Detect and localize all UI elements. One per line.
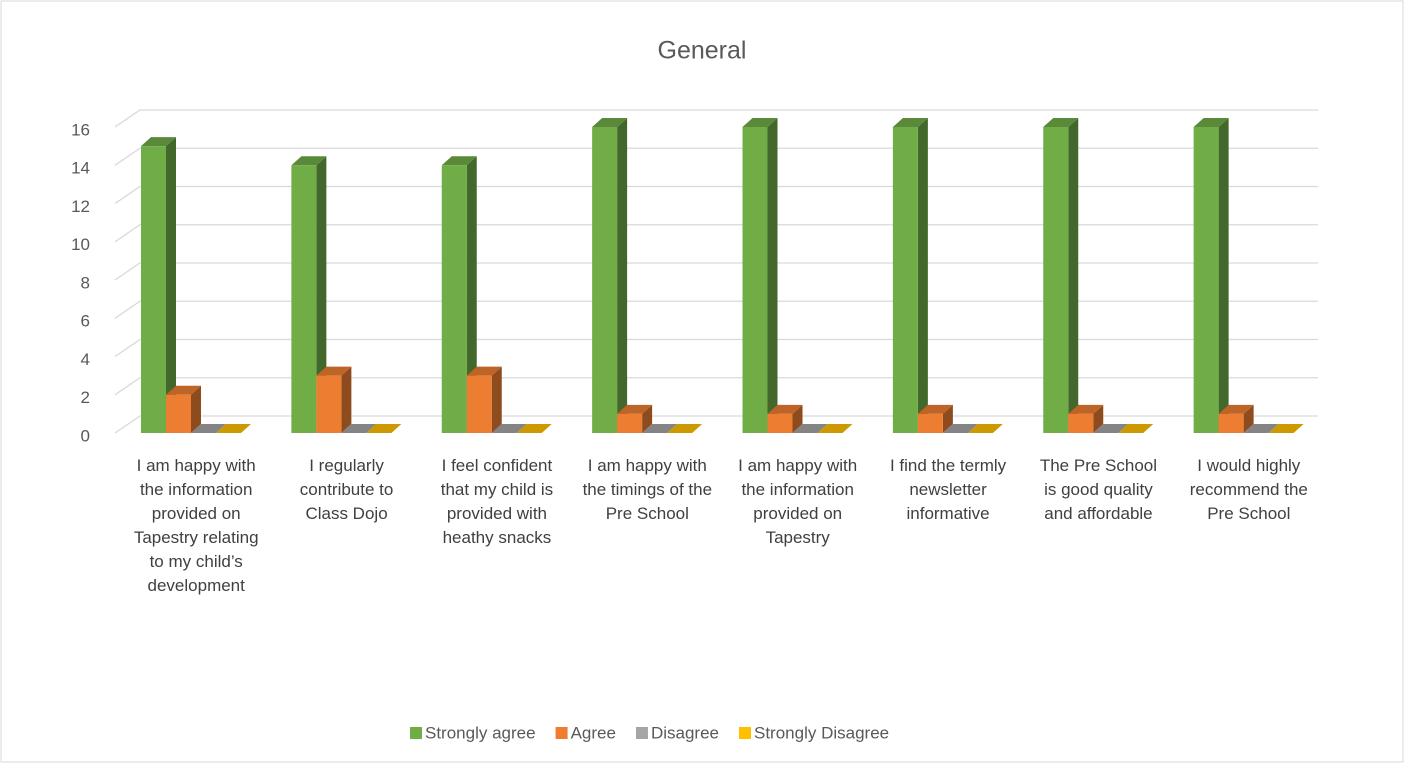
legend-label: Strongly agree — [425, 723, 536, 742]
bar-top — [592, 118, 628, 127]
bar-top — [917, 404, 953, 414]
bar-top — [466, 366, 502, 376]
bar-top — [1268, 424, 1304, 433]
bar-side — [767, 118, 778, 433]
bar-top — [1118, 424, 1154, 433]
bar-side — [316, 156, 327, 433]
x-tick-label: I am happy with the information provided… — [738, 456, 858, 547]
legend-swatch — [555, 727, 568, 739]
y-tick-label: 10 — [71, 235, 90, 254]
bar-side — [917, 118, 928, 433]
y-tick-label: 12 — [71, 197, 90, 216]
bar-top — [141, 137, 176, 147]
bar — [617, 413, 643, 433]
bar-top — [817, 424, 853, 433]
bar-side — [1068, 118, 1079, 433]
bar — [917, 413, 943, 433]
x-tick-label: I feel confident that my child is provid… — [440, 456, 554, 547]
bar-top — [1068, 404, 1104, 414]
y-tick-label: 4 — [81, 350, 90, 369]
legend-label: Strongly Disagree — [754, 723, 889, 742]
bar-top — [366, 424, 402, 433]
bar-top — [792, 424, 828, 433]
legend-swatch — [739, 727, 751, 739]
y-tick-label: 16 — [71, 120, 90, 139]
bar — [466, 375, 492, 433]
bar-top — [316, 366, 352, 376]
bar-side — [642, 404, 653, 433]
legend-label: Disagree — [651, 723, 719, 742]
bar-side — [1093, 404, 1104, 433]
bar-side — [466, 156, 477, 433]
x-tick-label: I am happy with the timings of the Pre S… — [582, 456, 713, 523]
legend-swatch — [635, 727, 648, 739]
x-tick-label: The Pre School is good quality and affor… — [1039, 456, 1158, 523]
bar-top — [967, 424, 1003, 433]
bar — [166, 394, 191, 433]
bar-top — [191, 424, 226, 433]
bar — [441, 165, 467, 433]
bar-side — [491, 366, 502, 433]
bar-side — [942, 404, 953, 433]
bar-top — [441, 156, 477, 166]
bar-side — [341, 366, 352, 433]
bar — [592, 127, 618, 433]
bar — [1218, 413, 1244, 433]
bar-top — [1243, 424, 1279, 433]
x-tick-label: I am happy with the information provided… — [133, 456, 259, 595]
legend-label: Agree — [571, 723, 616, 742]
bar — [1043, 127, 1069, 433]
bar-top — [617, 404, 653, 414]
bar — [742, 127, 768, 433]
bar-top — [642, 424, 678, 433]
bar-top — [341, 424, 377, 433]
bar-top — [892, 118, 928, 127]
bar-side — [1218, 118, 1229, 433]
bar — [767, 413, 793, 433]
y-tick-label: 14 — [71, 159, 90, 178]
y-tick-label: 0 — [81, 426, 90, 445]
bar-top — [667, 424, 703, 433]
bar — [892, 127, 918, 433]
y-tick-label: 6 — [81, 312, 90, 331]
chart-title: General — [658, 37, 747, 65]
x-tick-label: I find the termly newsletter informative — [889, 456, 1007, 523]
x-tick-label: I would highly recommend the Pre School — [1189, 456, 1308, 523]
bar-side — [1243, 404, 1254, 433]
bar-top — [1093, 424, 1129, 433]
bar — [141, 146, 166, 433]
bar-top — [166, 385, 201, 395]
y-tick-label: 8 — [81, 273, 90, 292]
bar — [1068, 413, 1094, 433]
bar — [291, 165, 317, 433]
y-tick-label: 2 — [81, 388, 90, 407]
bar-top — [216, 424, 251, 433]
bar-top — [742, 118, 778, 127]
bar-side — [617, 118, 628, 433]
legend-swatch — [410, 727, 422, 739]
bar-top — [1193, 118, 1229, 127]
bar-top — [1043, 118, 1079, 127]
x-tick-label: I regularly contribute to Class Dojo — [299, 456, 394, 523]
bar-top — [767, 404, 803, 414]
bar-side — [191, 385, 201, 433]
bar-top — [516, 424, 552, 433]
bar-side — [792, 404, 803, 433]
bar-side — [166, 137, 176, 433]
bar-top — [1218, 404, 1254, 414]
bar — [1193, 127, 1219, 433]
bar-top — [491, 424, 527, 433]
bar-top — [942, 424, 978, 433]
bar — [316, 375, 342, 433]
bar-top — [291, 156, 327, 166]
grid-line — [114, 109, 1318, 128]
